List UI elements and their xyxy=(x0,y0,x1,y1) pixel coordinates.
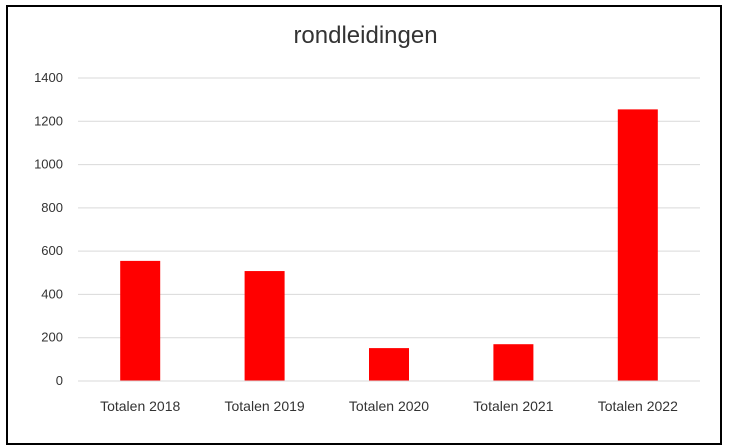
y-tick-label: 1200 xyxy=(34,113,63,128)
x-category-label: Totalen 2020 xyxy=(349,398,429,414)
x-category-label: Totalen 2021 xyxy=(473,398,553,414)
y-tick-label: 800 xyxy=(41,200,63,215)
x-category-label: Totalen 2018 xyxy=(100,398,180,414)
x-axis-category-labels: Totalen 2018 Totalen 2019 Totalen 2020 Tota… xyxy=(100,398,678,414)
bar xyxy=(493,344,534,381)
y-axis-tick-labels: 0 200 400 600 800 1000 1200 1400 xyxy=(34,70,63,388)
y-tick-label: 200 xyxy=(41,330,63,345)
bars xyxy=(120,109,658,381)
bar xyxy=(369,348,409,381)
gridlines xyxy=(78,77,700,339)
y-tick-label: 0 xyxy=(56,373,63,388)
y-tick-label: 1400 xyxy=(34,70,63,85)
bar xyxy=(244,271,285,381)
y-tick-label: 1000 xyxy=(34,157,63,172)
y-tick-label: 400 xyxy=(41,286,63,301)
bar xyxy=(120,260,161,381)
x-category-label: Totalen 2019 xyxy=(225,398,305,414)
x-category-label: Totalen 2022 xyxy=(598,398,678,414)
bar xyxy=(617,109,658,381)
chart-title: rondleidingen xyxy=(293,22,438,49)
y-tick-label: 600 xyxy=(41,243,63,258)
